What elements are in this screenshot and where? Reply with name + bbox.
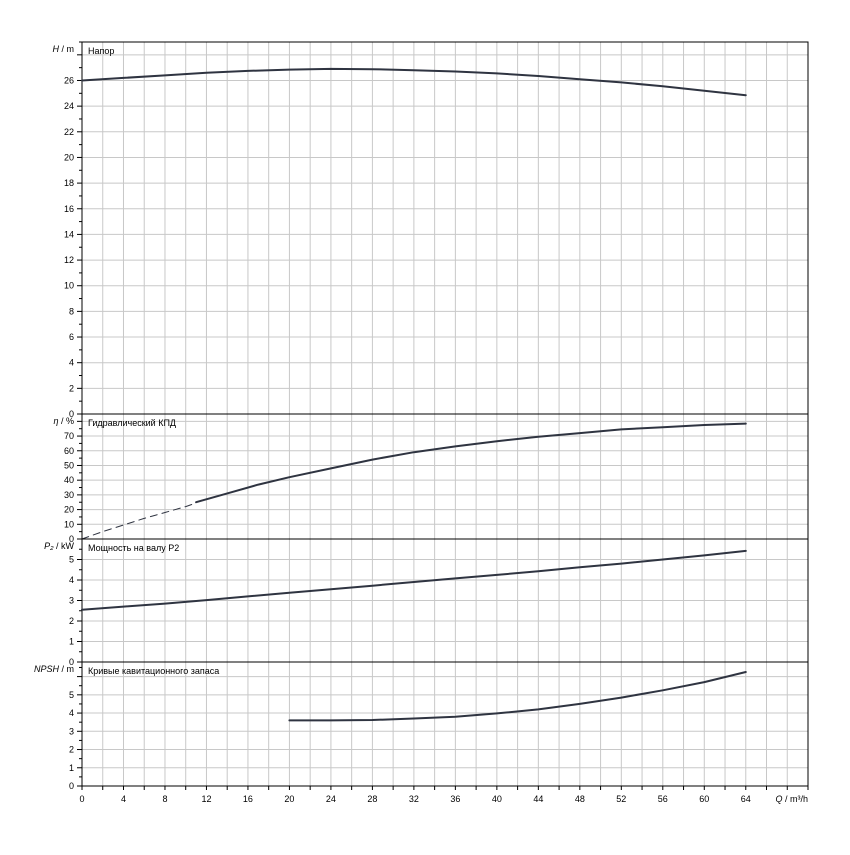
y-tick-label-power: 3: [69, 596, 74, 606]
y-axis-symbol-head: H: [53, 44, 60, 54]
panel-frame-efficiency: [81, 413, 809, 540]
y-tick-label-head: 2: [69, 383, 74, 393]
y-tick-label-head: 6: [69, 332, 74, 342]
y-tick-label-efficiency: 70: [64, 431, 74, 441]
y-tick-label-npsh: 4: [69, 708, 74, 718]
y-tick-label-efficiency: 40: [64, 475, 74, 485]
y-tick-label-head: 22: [64, 127, 74, 137]
series-line-power-0: [81, 549, 747, 611]
y-tick-label-efficiency: 0: [69, 534, 74, 544]
series-line-npsh-0: [288, 671, 747, 722]
y-tick-label-head: 26: [64, 75, 74, 85]
x-axis-unit: / m³/h: [782, 794, 808, 804]
panel-frame-head: [81, 41, 809, 415]
x-tick-label: 44: [533, 794, 543, 804]
y-tick-label-efficiency: 60: [64, 446, 74, 456]
y-tick-label-head: 18: [64, 178, 74, 188]
y-tick-label-head: 0: [69, 409, 74, 419]
x-tick-label: 16: [243, 794, 253, 804]
y-tick-label-npsh: 1: [69, 763, 74, 773]
y-axis-unit-head: / m: [59, 44, 74, 54]
y-axis-label-efficiency: η / %: [53, 416, 74, 426]
y-axis-label-head: H / m: [53, 44, 75, 54]
y-axis-symbol-power: P₂: [44, 541, 54, 551]
y-tick-label-power: 5: [69, 555, 74, 565]
x-tick-label: 64: [741, 794, 751, 804]
y-tick-label-head: 24: [64, 101, 74, 111]
y-tick-label-head: 4: [69, 358, 74, 368]
y-tick-label-npsh: 3: [69, 726, 74, 736]
y-axis-label-power: P₂ / kW: [44, 541, 74, 551]
y-axis-unit-npsh: / m: [59, 664, 74, 674]
panel-title-power: Мощность на валу P2: [88, 543, 179, 553]
x-tick-label: 8: [162, 794, 167, 804]
x-tick-label: 36: [450, 794, 460, 804]
y-tick-label-power: 1: [69, 637, 74, 647]
x-tick-label: 28: [367, 794, 377, 804]
y-tick-label-head: 8: [69, 306, 74, 316]
y-axis-symbol-npsh: NPSH: [34, 664, 60, 674]
y-tick-label-head: 14: [64, 229, 74, 239]
y-tick-label-npsh: 5: [69, 690, 74, 700]
panel-title-head: Напор: [88, 46, 114, 56]
x-tick-label: 4: [121, 794, 126, 804]
x-tick-label: 56: [658, 794, 668, 804]
x-tick-label: 20: [284, 794, 294, 804]
x-tick-label: 52: [616, 794, 626, 804]
series-line-efficiency-1: [195, 422, 747, 504]
y-tick-label-efficiency: 10: [64, 519, 74, 529]
x-tick-label: 60: [699, 794, 709, 804]
x-tick-label: 24: [326, 794, 336, 804]
panel-frame-npsh: [81, 661, 809, 787]
series-line-head-0: [81, 67, 747, 97]
y-axis-symbol-efficiency: η: [53, 416, 58, 426]
x-tick-label: 12: [201, 794, 211, 804]
y-tick-label-efficiency: 30: [64, 490, 74, 500]
x-tick-label: 32: [409, 794, 419, 804]
y-axis-unit-efficiency: / %: [58, 416, 74, 426]
x-axis-symbol: Q: [775, 794, 782, 804]
x-tick-label: 40: [492, 794, 502, 804]
y-tick-label-head: 16: [64, 204, 74, 214]
y-tick-label-power: 0: [69, 657, 74, 667]
y-tick-label-power: 4: [69, 575, 74, 585]
panel-title-npsh: Кривые кавитационного запаса: [88, 666, 219, 676]
y-tick-label-npsh: 2: [69, 745, 74, 755]
y-axis-label-npsh: NPSH / m: [34, 664, 74, 674]
y-tick-label-head: 10: [64, 281, 74, 291]
y-tick-label-npsh: 0: [69, 781, 74, 791]
y-tick-label-head: 20: [64, 152, 74, 162]
y-tick-label-efficiency: 20: [64, 505, 74, 515]
panel-title-efficiency: Гидравлический КПД: [88, 418, 176, 428]
x-tick-label: 48: [575, 794, 585, 804]
y-tick-label-head: 12: [64, 255, 74, 265]
y-tick-label-efficiency: 50: [64, 460, 74, 470]
y-axis-unit-power: / kW: [54, 541, 75, 551]
y-tick-label-power: 2: [69, 616, 74, 626]
x-axis-label: Q / m³/h: [775, 794, 808, 804]
series-line-efficiency-0: [81, 502, 197, 540]
x-tick-label: 0: [79, 794, 84, 804]
